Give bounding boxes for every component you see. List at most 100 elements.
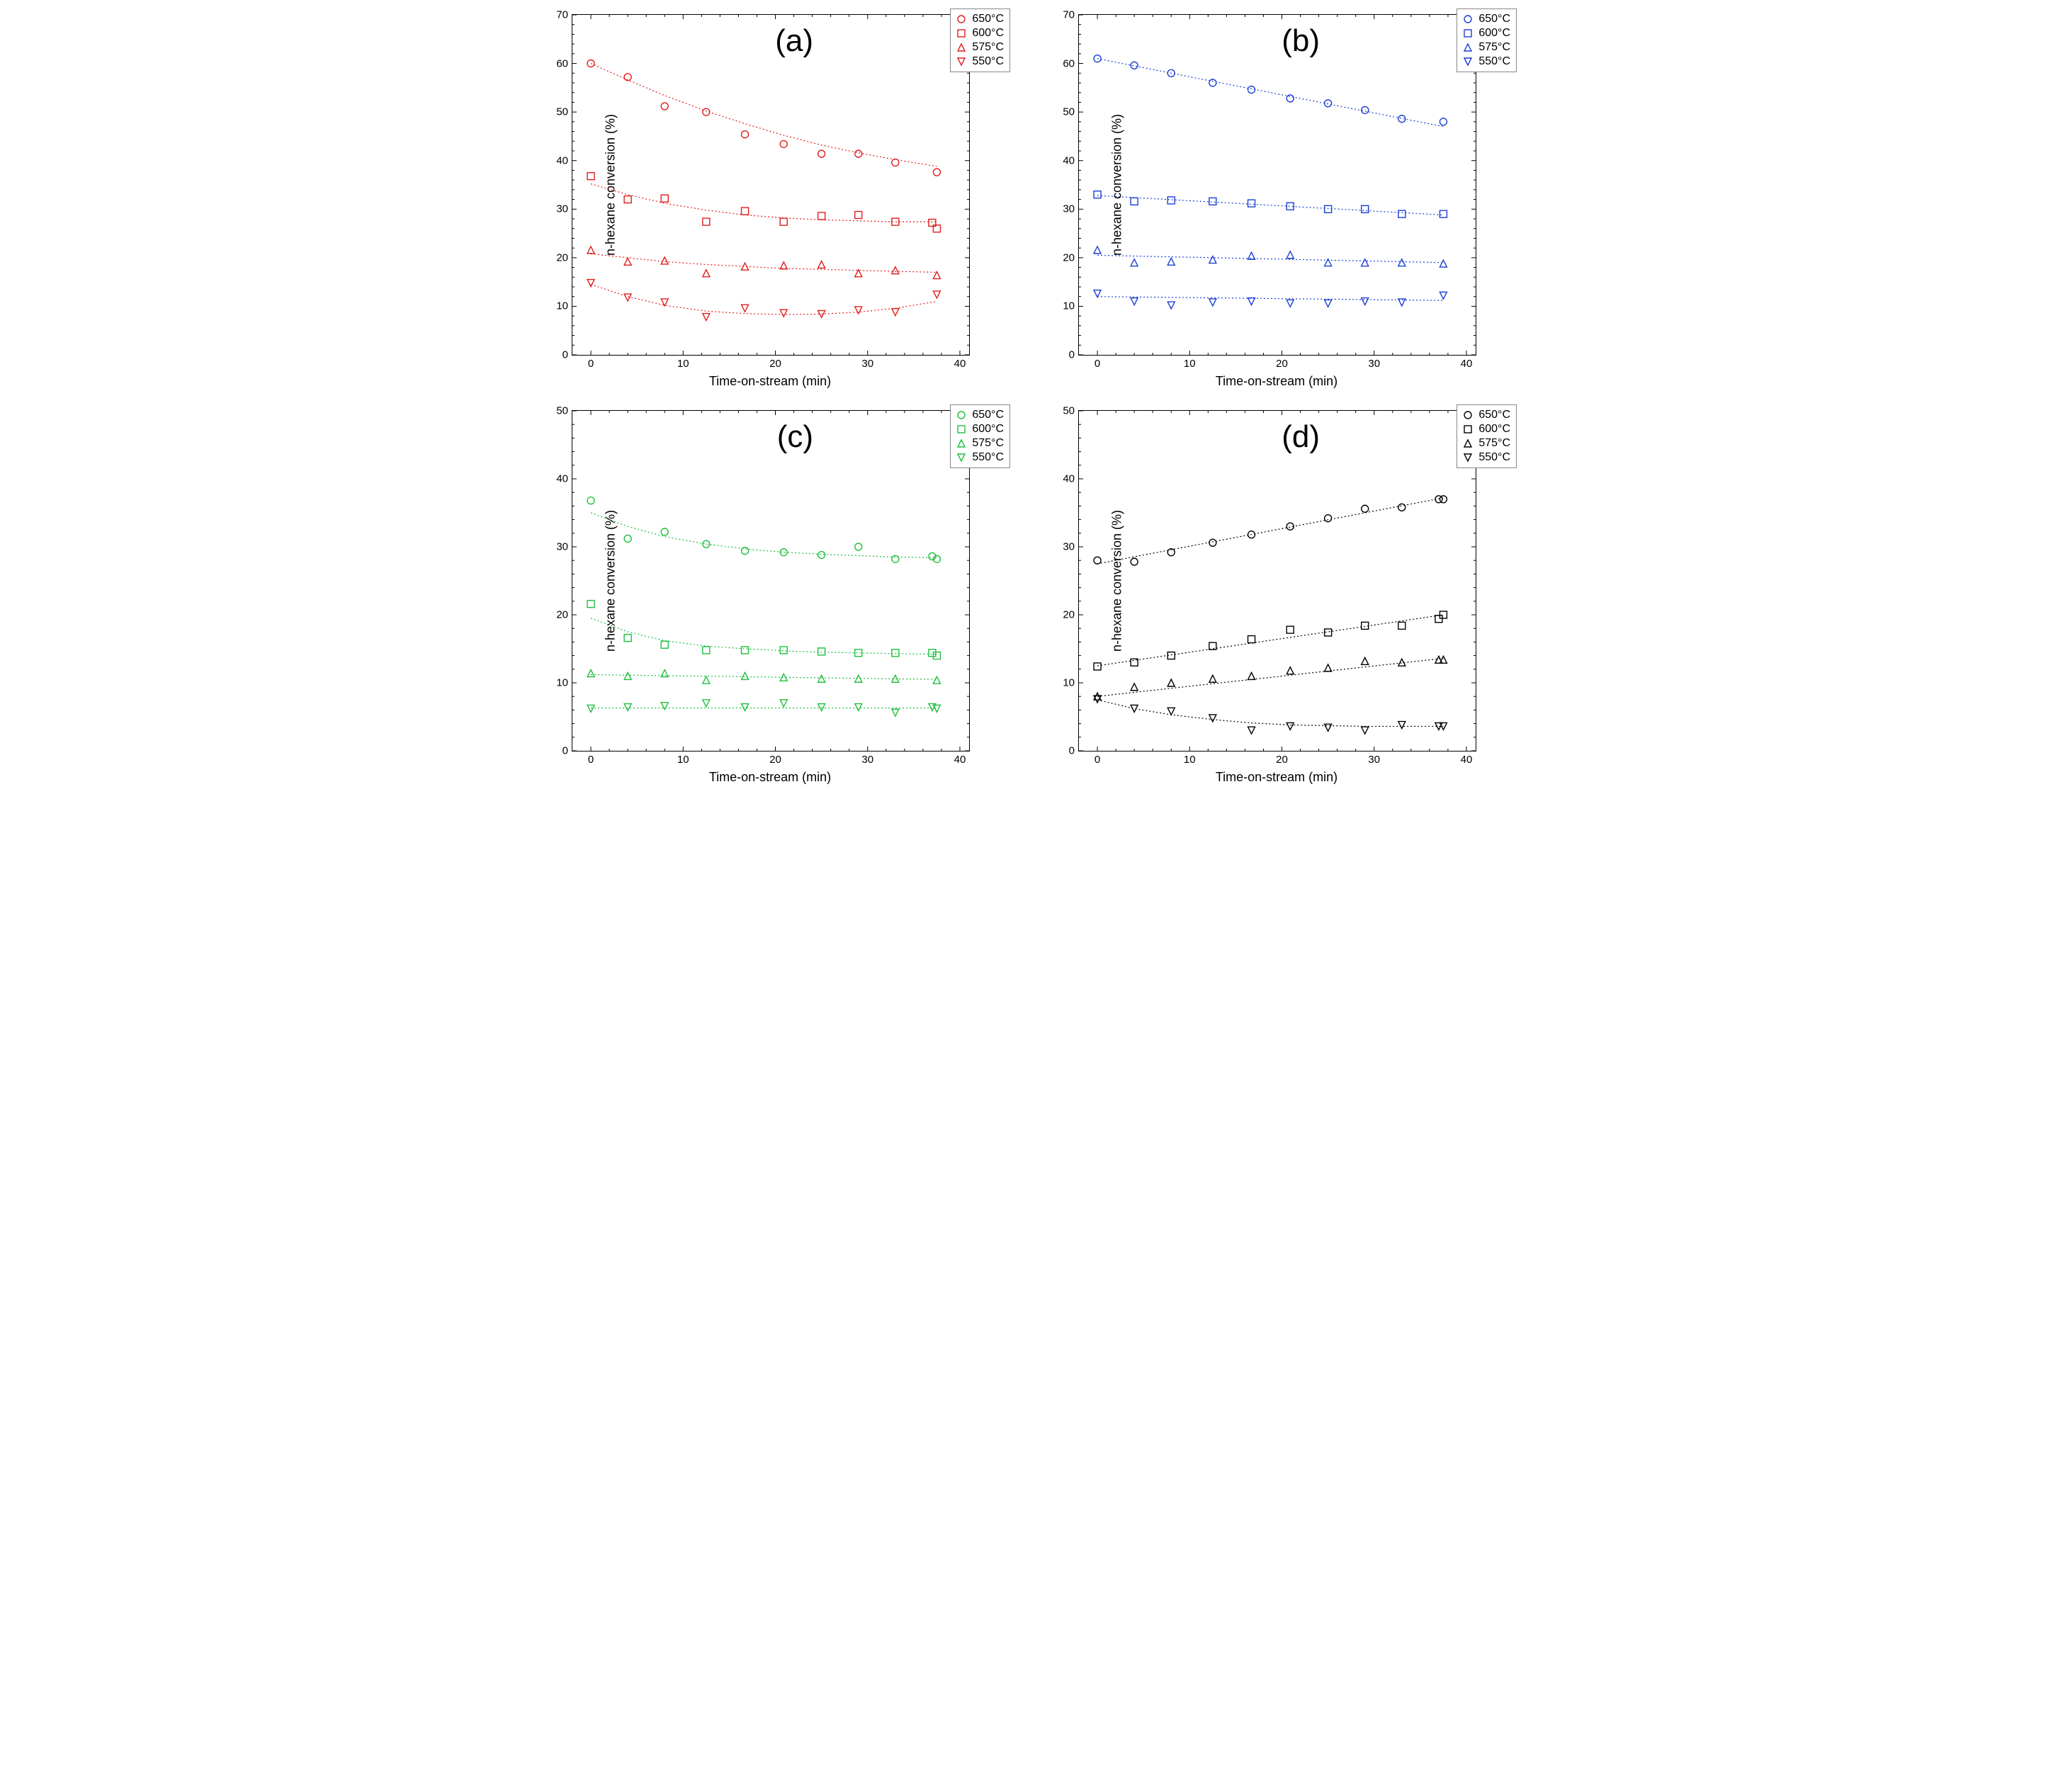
y-tick-label: 40 <box>556 473 572 485</box>
legend-marker-icon <box>956 424 966 434</box>
y-tick-label: 0 <box>562 349 572 361</box>
x-tick-label: 30 <box>861 358 873 370</box>
legend-label: 550°C <box>972 55 1004 68</box>
legend-label: 650°C <box>972 13 1004 25</box>
legend-item: 575°C <box>1463 40 1510 55</box>
legend-label: 575°C <box>972 437 1004 450</box>
legend-label: 600°C <box>1478 27 1510 40</box>
legend-marker-icon <box>956 14 966 24</box>
y-tick-label: 0 <box>1069 349 1079 361</box>
x-tick-label: 30 <box>1368 754 1380 766</box>
x-axis-label: Time-on-stream (min) <box>1078 374 1475 389</box>
y-tick-label: 70 <box>556 9 572 21</box>
legend-marker-icon <box>956 438 966 448</box>
y-tick-label: 10 <box>1063 300 1079 312</box>
y-tick-label: 10 <box>1063 677 1079 689</box>
chart-panel-b: 650°C 600°C 575°C 550°C (b) n-hexane con… <box>1037 14 1522 389</box>
panel-grid: 650°C 600°C 575°C 550°C (a) n-hexane con… <box>531 14 1522 785</box>
y-tick-label: 0 <box>562 745 572 757</box>
y-tick-label: 40 <box>556 154 572 166</box>
legend-item: 550°C <box>1463 450 1510 465</box>
legend-label: 600°C <box>1478 423 1510 436</box>
legend-item: 550°C <box>1463 55 1510 69</box>
x-tick-label: 20 <box>769 754 781 766</box>
y-tick-label: 10 <box>556 300 572 312</box>
y-tick-label: 30 <box>556 541 572 553</box>
y-tick-label: 30 <box>1063 541 1079 553</box>
legend-marker-icon <box>1463 438 1473 448</box>
legend-marker-icon <box>956 28 966 38</box>
legend-item: 650°C <box>956 408 1004 422</box>
x-tick-label: 20 <box>1276 358 1288 370</box>
x-tick-label: 30 <box>1368 358 1380 370</box>
x-tick-label: 40 <box>954 754 966 766</box>
legend-label: 650°C <box>1478 13 1510 25</box>
legend: 650°C 600°C 575°C 550°C <box>1457 8 1517 72</box>
y-tick-label: 20 <box>1063 609 1079 621</box>
y-tick-label: 20 <box>556 609 572 621</box>
y-tick-label: 70 <box>1063 9 1079 21</box>
chart-svg <box>1079 411 1476 751</box>
x-tick-label: 0 <box>588 754 594 766</box>
legend-marker-icon <box>1463 57 1473 67</box>
legend-item: 650°C <box>1463 12 1510 26</box>
y-tick-label: 50 <box>1063 405 1079 417</box>
y-tick-label: 60 <box>556 57 572 69</box>
legend-item: 550°C <box>956 55 1004 69</box>
y-tick-label: 50 <box>556 405 572 417</box>
x-tick-label: 30 <box>861 754 873 766</box>
legend-item: 600°C <box>956 422 1004 436</box>
plot-area: (b) n-hexane conversion (%) 010203040010… <box>1078 14 1476 356</box>
chart-svg <box>572 15 969 355</box>
legend-label: 650°C <box>972 409 1004 421</box>
chart-panel-a: 650°C 600°C 575°C 550°C (a) n-hexane con… <box>531 14 1016 389</box>
panel-tag: (b) <box>1282 23 1320 59</box>
x-axis-label: Time-on-stream (min) <box>572 770 968 785</box>
y-tick-label: 20 <box>1063 251 1079 263</box>
x-tick-label: 10 <box>1184 358 1196 370</box>
x-tick-label: 40 <box>954 358 966 370</box>
y-axis-label: n-hexane conversion (%) <box>604 510 618 652</box>
y-tick-label: 50 <box>1063 106 1079 118</box>
y-axis-label: n-hexane conversion (%) <box>1110 114 1125 256</box>
legend-label: 600°C <box>972 27 1004 40</box>
y-tick-label: 0 <box>1069 745 1079 757</box>
chart-panel-c: 650°C 600°C 575°C 550°C (c) n-hexane con… <box>531 410 1016 785</box>
legend-item: 650°C <box>1463 408 1510 422</box>
y-tick-label: 60 <box>1063 57 1079 69</box>
chart-svg <box>572 411 969 751</box>
legend-marker-icon <box>1463 424 1473 434</box>
legend: 650°C 600°C 575°C 550°C <box>950 8 1010 72</box>
panel-tag: (d) <box>1282 419 1320 455</box>
x-tick-label: 10 <box>1184 754 1196 766</box>
plot-area: (a) n-hexane conversion (%) 010203040010… <box>572 14 970 356</box>
legend-label: 600°C <box>972 423 1004 436</box>
legend-marker-icon <box>1463 453 1473 463</box>
y-tick-label: 40 <box>1063 473 1079 485</box>
x-tick-label: 0 <box>1095 754 1100 766</box>
legend: 650°C 600°C 575°C 550°C <box>1457 404 1517 468</box>
y-tick-label: 50 <box>556 106 572 118</box>
y-axis-label: n-hexane conversion (%) <box>1110 510 1125 652</box>
legend-label: 550°C <box>1478 451 1510 464</box>
legend-item: 575°C <box>956 40 1004 55</box>
legend-marker-icon <box>1463 14 1473 24</box>
legend-marker-icon <box>1463 410 1473 420</box>
plot-area: (d) n-hexane conversion (%) 010203040010… <box>1078 410 1476 752</box>
x-axis-label: Time-on-stream (min) <box>572 374 968 389</box>
panel-tag: (c) <box>777 419 813 455</box>
x-tick-label: 10 <box>677 754 689 766</box>
legend-marker-icon <box>1463 42 1473 52</box>
legend-item: 550°C <box>956 450 1004 465</box>
y-axis-label: n-hexane conversion (%) <box>604 114 618 256</box>
y-tick-label: 20 <box>556 251 572 263</box>
legend-item: 600°C <box>956 26 1004 40</box>
x-tick-label: 40 <box>1461 358 1473 370</box>
legend-item: 650°C <box>956 12 1004 26</box>
legend-label: 575°C <box>1478 437 1510 450</box>
y-tick-label: 30 <box>1063 203 1079 215</box>
y-tick-label: 30 <box>556 203 572 215</box>
legend-label: 575°C <box>1478 41 1510 54</box>
legend-marker-icon <box>956 410 966 420</box>
legend-marker-icon <box>956 57 966 67</box>
